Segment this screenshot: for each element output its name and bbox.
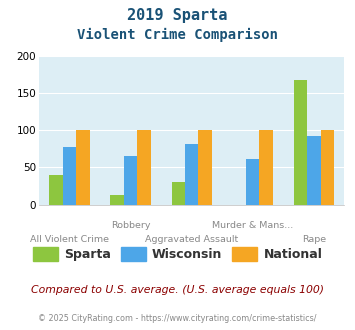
Text: Robbery: Robbery <box>111 221 151 230</box>
Text: 2019 Sparta: 2019 Sparta <box>127 8 228 23</box>
Bar <box>185 144 198 205</box>
Bar <box>63 147 76 205</box>
Bar <box>124 156 137 205</box>
Text: Violent Crime Comparison: Violent Crime Comparison <box>77 28 278 42</box>
Bar <box>321 130 334 205</box>
Text: Aggravated Assault: Aggravated Assault <box>145 235 238 244</box>
Bar <box>76 130 90 205</box>
Text: Murder & Mans...: Murder & Mans... <box>212 221 293 230</box>
Text: Rape: Rape <box>302 235 326 244</box>
Text: © 2025 CityRating.com - https://www.cityrating.com/crime-statistics/: © 2025 CityRating.com - https://www.city… <box>38 314 317 323</box>
Bar <box>49 175 63 205</box>
Bar <box>110 195 124 205</box>
Bar <box>260 130 273 205</box>
Text: All Violent Crime: All Violent Crime <box>30 235 109 244</box>
Bar <box>198 130 212 205</box>
Bar <box>137 130 151 205</box>
Bar <box>307 136 321 205</box>
Legend: Sparta, Wisconsin, National: Sparta, Wisconsin, National <box>28 242 327 266</box>
Text: Compared to U.S. average. (U.S. average equals 100): Compared to U.S. average. (U.S. average … <box>31 285 324 295</box>
Bar <box>294 80 307 205</box>
Bar <box>171 182 185 205</box>
Bar <box>246 159 260 205</box>
